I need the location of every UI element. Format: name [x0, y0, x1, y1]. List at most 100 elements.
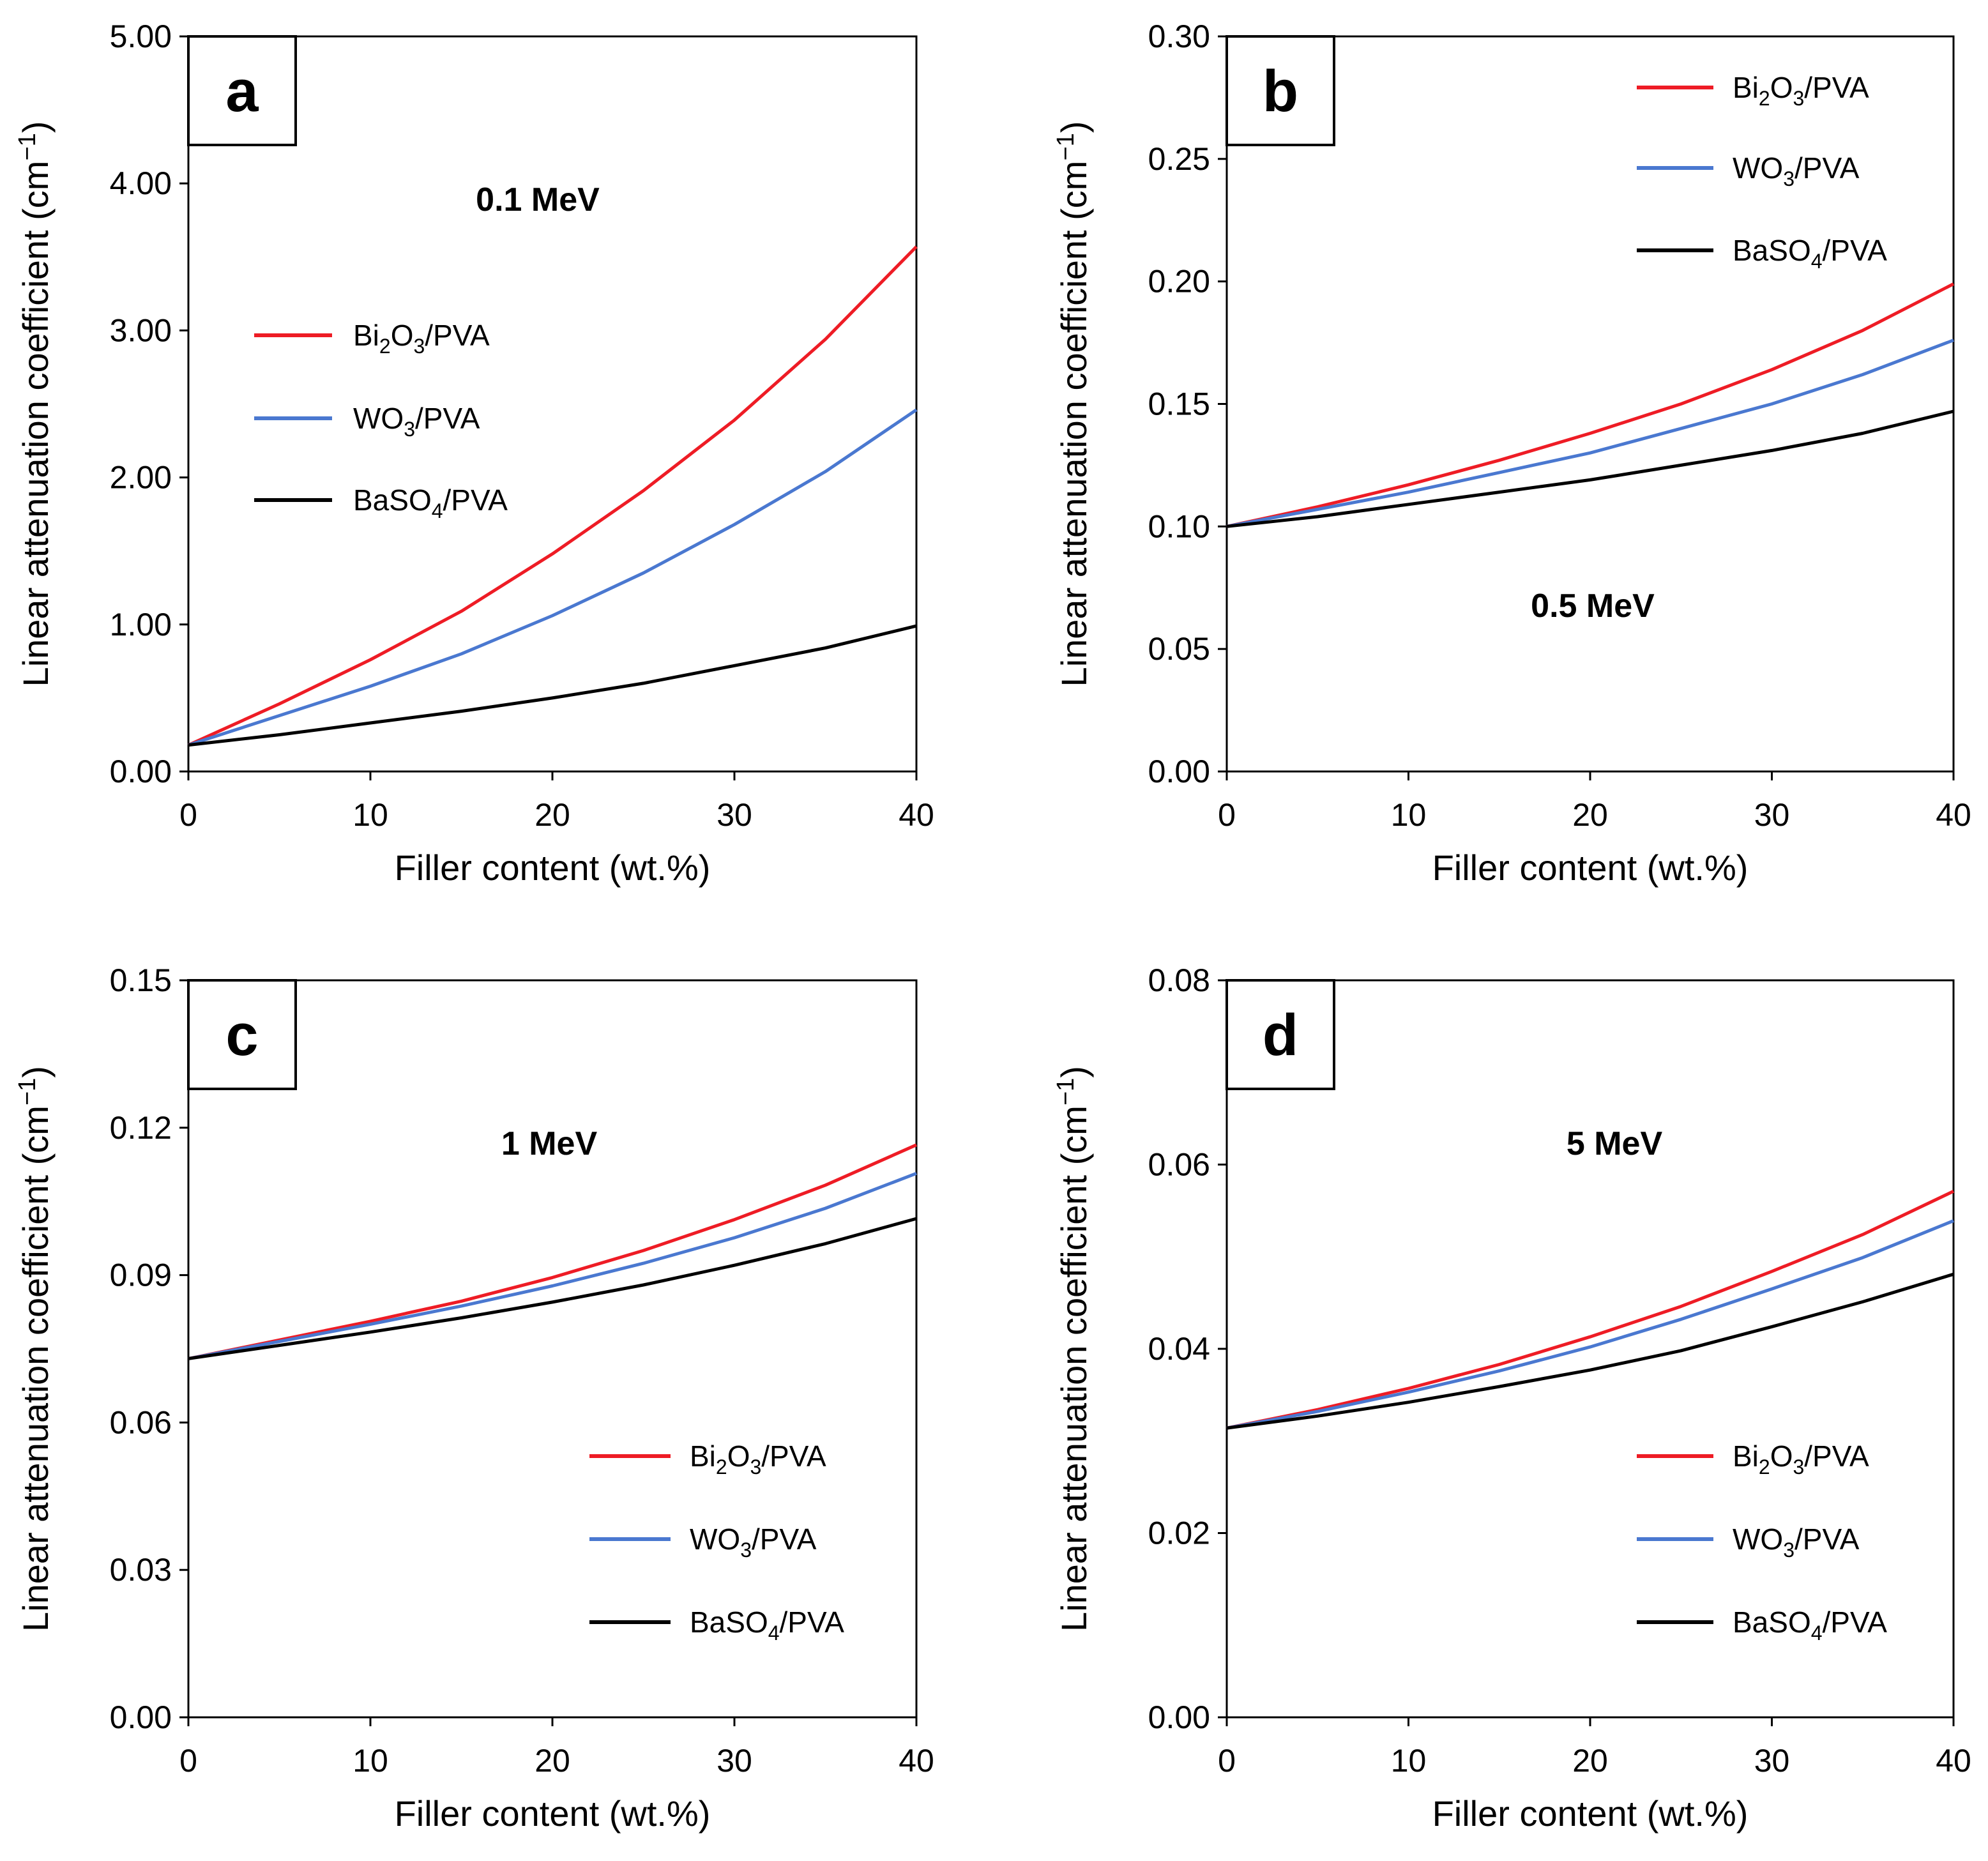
y-tick-label: 0.00 — [110, 754, 172, 789]
legend-text: WO — [353, 402, 404, 435]
legend-text: Bi — [353, 319, 379, 352]
x-tick-label: 20 — [1572, 1743, 1608, 1779]
series-line-bi2o3 — [1226, 1190, 1955, 1430]
legend-text: /PVA — [761, 1439, 826, 1473]
legend-subscript: 4 — [1811, 250, 1823, 273]
legend-label-wo3: WO3/PVA — [353, 402, 480, 441]
y-tick-label: 0.00 — [1148, 1699, 1210, 1735]
series-line-wo3 — [188, 1171, 917, 1360]
y-tick-label: 0.03 — [110, 1552, 172, 1588]
x-tick-label: 30 — [717, 1743, 752, 1779]
legend-text: O — [1770, 1439, 1793, 1473]
y-axis-title: Linear attenuation coefficient (cm−1) — [1052, 1066, 1094, 1632]
chart-panel-b: 0.00 0.05 0.10 0.15 0.20 0.25 0.30 0 10 20 30 40 Fil… — [1052, 19, 1971, 888]
series-line-wo3 — [1226, 338, 1954, 528]
y-tick-label: 0.00 — [1148, 754, 1210, 789]
chart-panel-d: 0.00 0.02 0.04 0.06 0.08 0 10 20 30 40 Filler cont… — [1052, 962, 1971, 1834]
x-axis-title: Filler content (wt.%) — [1432, 1793, 1749, 1834]
y-axis-title-main: Linear attenuation coefficient (cm — [15, 1105, 56, 1632]
y-tick-label: 4.00 — [110, 165, 172, 201]
legend-subscript: 4 — [768, 1622, 780, 1645]
x-tick-label: 10 — [353, 797, 388, 833]
chart-panel-c: 0.00 0.03 0.06 0.09 0.12 0.15 0 10 20 30 40 Filler … — [14, 962, 934, 1834]
legend-label-baso4: BaSO4/PVA — [1733, 1606, 1887, 1645]
legend-label-baso4: BaSO4/PVA — [1733, 234, 1887, 273]
y-tick-label: 0.15 — [1148, 386, 1210, 422]
y-tick-label: 2.00 — [110, 460, 172, 496]
x-tick-label: 30 — [1754, 797, 1790, 833]
y-axis-title-superscript: −1 — [14, 133, 41, 160]
panel-letter-box — [1225, 35, 1335, 146]
y-tick-label: 0.02 — [1148, 1515, 1210, 1551]
series-line-wo3 — [1226, 1219, 1954, 1430]
legend-text: /PVA — [1823, 234, 1888, 267]
x-tick-label: 40 — [899, 1743, 934, 1779]
x-tick-label: 20 — [535, 1743, 570, 1779]
series-line-bi2o3 — [1226, 282, 1955, 528]
legend: Bi2O3/PVA WO3/PVA BaSO4/PVA — [1637, 1439, 1887, 1645]
legend-text: O — [1770, 71, 1793, 104]
legend-text: /PVA — [1795, 1523, 1860, 1556]
y-tick-label: 0.09 — [110, 1257, 172, 1293]
series-line-baso4 — [188, 1217, 917, 1360]
legend-text: /PVA — [1823, 1606, 1888, 1639]
y-tick-label: 0.30 — [1148, 19, 1210, 54]
panel-letter: a — [225, 59, 259, 124]
series-line-bi2o3 — [187, 245, 918, 747]
x-tick-label: 0 — [179, 1743, 197, 1779]
legend-subscript: 2 — [1759, 87, 1770, 110]
y-tick-label: 0.04 — [1148, 1331, 1210, 1367]
x-tick-label: 10 — [353, 1743, 388, 1779]
plot-frame — [187, 35, 918, 773]
panel-letter-box — [187, 979, 297, 1090]
x-tick-label: 0 — [179, 797, 197, 833]
legend-label-baso4: BaSO4/PVA — [690, 1606, 844, 1645]
y-axis-title-close: ) — [1054, 121, 1094, 133]
legend-text: /PVA — [425, 319, 490, 352]
y-tick-label: 0.10 — [1148, 508, 1210, 544]
legend-label-bi2o3: Bi2O3/PVA — [1733, 71, 1869, 110]
legend-text: /PVA — [752, 1523, 817, 1556]
y-axis-title: Linear attenuation coefficient (cm−1) — [14, 121, 56, 687]
legend-text: /PVA — [1795, 151, 1860, 185]
chart-panel-a: 0.00 1.00 2.00 3.00 4.00 5.00 0 10 20 30 40 Filler … — [14, 19, 934, 888]
energy-label: 5 MeV — [1567, 1125, 1663, 1162]
legend-label-bi2o3: Bi2O3/PVA — [1733, 1439, 1869, 1478]
series-line-bi2o3 — [188, 1143, 918, 1360]
y-axis-title-close: ) — [15, 1066, 56, 1078]
legend-text: BaSO — [353, 483, 432, 517]
legend-text: BaSO — [690, 1606, 768, 1639]
x-tick-label: 30 — [717, 797, 752, 833]
energy-label: 0.1 MeV — [476, 181, 600, 218]
legend-label-wo3: WO3/PVA — [690, 1523, 817, 1561]
y-axis-title-close: ) — [1054, 1066, 1094, 1078]
legend-subscript: 4 — [1811, 1622, 1823, 1645]
energy-label: 0.5 MeV — [1531, 588, 1655, 625]
y-axis-title-main: Linear attenuation coefficient (cm — [1054, 161, 1094, 687]
legend-text: Bi — [1733, 1439, 1759, 1473]
series-line-baso4 — [1226, 1272, 1954, 1430]
legend-text: /PVA — [780, 1606, 845, 1639]
legend-text: WO — [1733, 1523, 1783, 1556]
y-axis-title-main: Linear attenuation coefficient (cm — [1054, 1105, 1094, 1632]
series-line-baso4 — [1226, 409, 1954, 528]
series-line-baso4 — [188, 624, 917, 747]
y-tick-label: 0.08 — [1148, 962, 1210, 998]
legend-label-wo3: WO3/PVA — [1733, 1523, 1860, 1561]
panel-letter: d — [1263, 1003, 1298, 1068]
legend-subscript: 3 — [413, 335, 425, 358]
legend-text: WO — [690, 1523, 740, 1556]
y-tick-label: 0.12 — [110, 1110, 172, 1146]
y-tick-label: 0.05 — [1148, 631, 1210, 667]
legend-text: /PVA — [415, 402, 480, 435]
y-tick-label: 0.20 — [1148, 264, 1210, 300]
y-axis-title: Linear attenuation coefficient (cm−1) — [1052, 121, 1094, 687]
x-tick-label: 10 — [1391, 797, 1427, 833]
x-tick-label: 10 — [1391, 1743, 1427, 1779]
legend-text: /PVA — [1804, 1439, 1869, 1473]
x-tick-label: 40 — [1936, 797, 1971, 833]
y-tick-label: 0.06 — [110, 1404, 172, 1440]
x-axis-title: Filler content (wt.%) — [395, 847, 711, 888]
legend-subscript: 4 — [432, 499, 443, 522]
